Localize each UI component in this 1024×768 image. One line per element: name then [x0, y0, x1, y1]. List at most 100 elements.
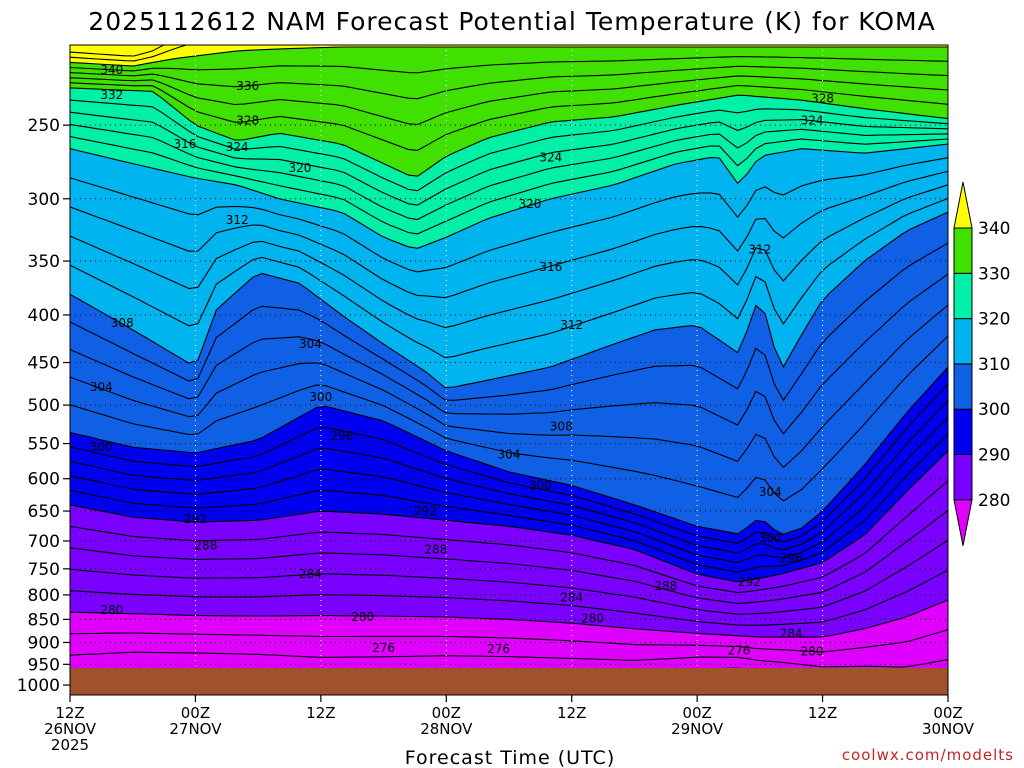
plot-frame	[69, 44, 949, 696]
isentrope-282	[70, 569, 948, 626]
contour-label-280: 280	[100, 603, 123, 617]
y-tick-label-1000: 1000	[17, 676, 60, 696]
isentrope-278	[70, 629, 948, 653]
y-tick-label-700: 700	[28, 532, 60, 552]
isentrope-300	[70, 366, 948, 535]
contour-label-312: 312	[560, 318, 583, 332]
isentrope-276	[70, 651, 948, 668]
contour-label-288: 288	[194, 539, 217, 553]
contour-label-328: 328	[236, 113, 259, 127]
y-tick-label-900: 900	[28, 633, 60, 653]
potential-temperature-fill	[70, 45, 948, 695]
contour-label-280: 280	[801, 644, 824, 658]
colorbar-seg-320	[953, 272, 973, 320]
contour-label-320: 320	[518, 197, 541, 211]
x-tick-time: 00Z	[682, 704, 711, 722]
contour-label-288: 288	[424, 543, 447, 557]
x-axis-title: Forecast Time (UTC)	[405, 747, 615, 768]
isentrope-304	[70, 304, 948, 469]
colorbar-label-320: 320	[978, 310, 1010, 330]
y-tick-label-500: 500	[28, 396, 60, 416]
isentrope-298	[70, 383, 948, 544]
isentrope-306	[70, 273, 948, 435]
contour-label-292: 292	[184, 512, 207, 526]
isentrope-292	[70, 433, 948, 573]
colorbar-label-330: 330	[978, 264, 1010, 284]
x-tick-time: 00Z	[933, 704, 962, 722]
colorbar-label-340: 340	[978, 219, 1010, 239]
isentrope-324	[70, 123, 948, 221]
band-330	[70, 45, 948, 177]
isentrope-308	[70, 242, 948, 402]
y-tick-label-550: 550	[28, 435, 60, 455]
colorbar-seg-290	[953, 408, 973, 456]
x-tick-date: 30NOV	[922, 720, 975, 738]
contour-label-328: 328	[811, 91, 834, 105]
source-credit: coolwx.com/modelts	[842, 746, 1014, 764]
isentrope-302	[70, 335, 948, 502]
contour-label-292: 292	[414, 504, 437, 518]
band-340	[70, 45, 948, 66]
contour-label-320: 320	[288, 161, 311, 175]
y-tick-label-250: 250	[28, 116, 60, 136]
contour-label-300: 300	[309, 390, 332, 404]
isentrope-322	[70, 135, 948, 235]
isentrope-316	[70, 170, 948, 299]
colorbar-label-290: 290	[978, 446, 1010, 466]
contour-label-280: 280	[581, 611, 604, 625]
isentrope-288	[70, 480, 948, 594]
contour-label-304: 304	[759, 485, 782, 499]
contour-label-276: 276	[727, 643, 750, 657]
x-tick-time: 12Z	[557, 704, 586, 722]
contour-label-280: 280	[351, 610, 374, 624]
isentrope-314	[70, 184, 948, 329]
contour-label-304: 304	[90, 380, 113, 394]
y-tick-label-950: 950	[28, 655, 60, 675]
contour-label-324: 324	[801, 113, 824, 127]
colorbar: 280 290 300 310 320 330 340	[953, 181, 1010, 546]
y-tick-label-600: 600	[28, 470, 60, 490]
contour-label-300: 300	[90, 440, 113, 454]
isentrope-318	[70, 157, 948, 273]
isentrope-332	[70, 82, 948, 151]
isentrope-284	[70, 539, 948, 615]
colorbar-seg-above	[953, 181, 973, 229]
x-tick-time: 00Z	[432, 704, 461, 722]
contour-label-332: 332	[100, 88, 123, 102]
y-tick-label-300: 300	[28, 190, 60, 210]
contour-label-312: 312	[226, 213, 249, 227]
isentrope-328	[70, 99, 948, 192]
isentrope-280	[70, 599, 948, 638]
contour-label-308: 308	[550, 419, 573, 433]
contour-label-300: 300	[759, 531, 782, 545]
colorbar-label-300: 300	[978, 400, 1010, 420]
isentrope-330	[70, 87, 948, 177]
ground-surface	[70, 668, 948, 695]
y-tick-label-800: 800	[28, 586, 60, 606]
contour-label-304: 304	[299, 337, 322, 351]
contour-label-276: 276	[487, 642, 510, 656]
isentrope-290	[70, 450, 948, 583]
isentrope-320	[70, 143, 948, 249]
contour-label-308: 308	[111, 316, 134, 330]
contour-label-284: 284	[780, 626, 803, 640]
colorbar-label-310: 310	[978, 355, 1010, 375]
isentrope-294	[70, 416, 948, 564]
contour-label-340: 340	[100, 63, 123, 77]
contour-label-292: 292	[738, 575, 761, 589]
y-tick-label-650: 650	[28, 502, 60, 522]
y-tick-label-750: 750	[28, 560, 60, 580]
y-tick-label-350: 350	[28, 252, 60, 272]
isentrope-336	[70, 65, 948, 100]
isentrope-312	[70, 197, 948, 359]
y-tick-label-850: 850	[28, 610, 60, 630]
y-tick-label-400: 400	[28, 306, 60, 326]
contour-label-284: 284	[560, 590, 583, 604]
x-tick-time: 12Z	[808, 704, 837, 722]
isentrope-296	[70, 400, 948, 554]
x-tick-time: 00Z	[181, 704, 210, 722]
isentrope-334	[70, 75, 948, 126]
contour-labels: 340 332 336 316 328 324 320 324 320 328 324 312 312 3…	[90, 63, 834, 659]
x-tick-date: 27NOV	[169, 720, 222, 738]
